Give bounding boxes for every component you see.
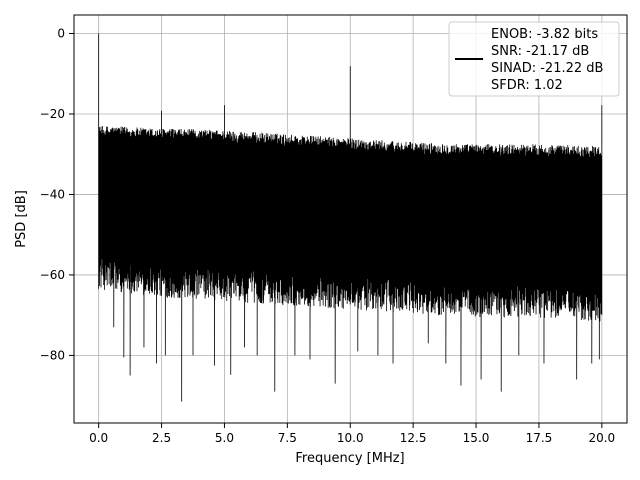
legend: ENOB: -3.82 bits SNR: -21.17 dB SINAD: -… <box>448 21 620 97</box>
x-tick-label-0: 0.0 <box>89 431 108 445</box>
y-axis-label: PSD [dB] <box>14 190 29 248</box>
x-tick-label-1: 2.5 <box>152 431 171 445</box>
x-tick-label-3: 7.5 <box>278 431 297 445</box>
x-tick-label-4: 10.0 <box>337 431 364 445</box>
y-tick-label-1: −20 <box>40 107 65 121</box>
x-tick-label-5: 12.5 <box>400 431 427 445</box>
x-tick-label-7: 17.5 <box>526 431 553 445</box>
y-tick-label-3: −60 <box>40 268 65 282</box>
plot-series <box>98 33 603 402</box>
x-tick-label-6: 15.0 <box>463 431 490 445</box>
y-tick-label-2: −40 <box>40 187 65 201</box>
x-axis-ticks: 0.0 2.5 5.0 7.5 10.0 12.5 15.0 17.5 20.0 <box>89 423 615 445</box>
x-tick-label-2: 5.0 <box>215 431 234 445</box>
legend-entry-sfdr: SFDR: 1.02 <box>491 78 563 93</box>
x-axis-label: Frequency [MHz] <box>295 451 404 466</box>
y-axis-ticks: 0 −20 −40 −60 −80 <box>40 27 74 362</box>
y-tick-label-4: −80 <box>40 348 65 362</box>
legend-entry-snr: SNR: -21.17 dB <box>491 44 589 59</box>
legend-entry-sinad: SINAD: -21.22 dB <box>491 61 603 76</box>
legend-box <box>448 21 620 97</box>
y-tick-label-0: 0 <box>57 27 65 41</box>
legend-entry-enob: ENOB: -3.82 bits <box>491 27 598 42</box>
x-tick-label-8: 20.0 <box>588 431 615 445</box>
psd-series-line <box>98 33 603 402</box>
